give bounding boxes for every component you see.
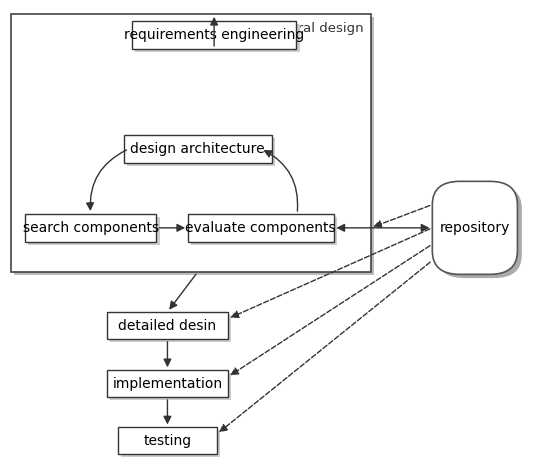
FancyBboxPatch shape xyxy=(188,214,333,242)
FancyBboxPatch shape xyxy=(110,373,231,400)
FancyBboxPatch shape xyxy=(110,315,231,342)
FancyBboxPatch shape xyxy=(132,21,296,49)
FancyBboxPatch shape xyxy=(14,17,374,275)
Text: search components: search components xyxy=(23,221,159,235)
FancyBboxPatch shape xyxy=(107,370,228,397)
FancyBboxPatch shape xyxy=(437,185,522,278)
Text: detailed desin: detailed desin xyxy=(119,319,216,332)
Text: implementation: implementation xyxy=(113,377,222,391)
FancyBboxPatch shape xyxy=(28,217,160,245)
Text: architectural design: architectural design xyxy=(231,22,364,35)
FancyBboxPatch shape xyxy=(118,427,217,454)
Text: testing: testing xyxy=(143,434,192,448)
FancyBboxPatch shape xyxy=(127,138,275,166)
FancyBboxPatch shape xyxy=(121,430,220,457)
FancyBboxPatch shape xyxy=(124,135,272,163)
FancyBboxPatch shape xyxy=(11,14,371,272)
Text: requirements engineering: requirements engineering xyxy=(124,28,304,42)
FancyBboxPatch shape xyxy=(135,24,300,52)
Text: repository: repository xyxy=(440,221,510,235)
FancyBboxPatch shape xyxy=(107,312,228,339)
FancyBboxPatch shape xyxy=(433,181,517,274)
FancyBboxPatch shape xyxy=(191,217,337,245)
Text: evaluate components: evaluate components xyxy=(186,221,336,235)
Text: design architecture: design architecture xyxy=(130,142,265,156)
FancyBboxPatch shape xyxy=(25,214,156,242)
